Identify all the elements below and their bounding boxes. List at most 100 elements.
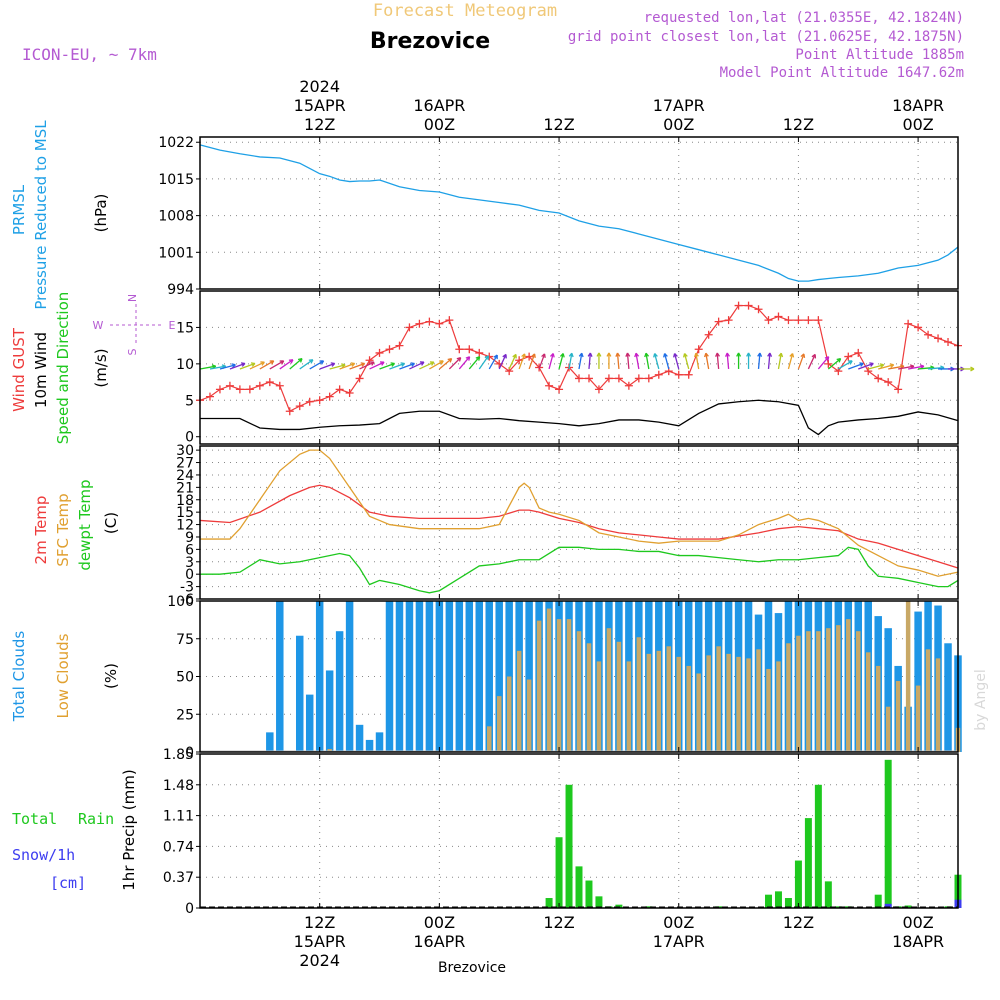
total-cloud-bar — [305, 694, 314, 752]
gust-marker — [604, 374, 613, 383]
low-cloud-bar — [885, 706, 891, 752]
low-cloud-bar — [526, 679, 532, 752]
model-altitude: Model Point Altitude 1647.62m — [720, 65, 964, 81]
y-tick-label: 100 — [167, 594, 194, 610]
wind-arrow — [548, 353, 554, 370]
gust-marker — [425, 317, 434, 326]
label-sfc-temp: SFC Temp — [54, 493, 72, 566]
low-cloud-bar — [576, 631, 582, 752]
wind-arrow-head — [439, 360, 444, 365]
wind-arrow — [209, 365, 226, 370]
wind-arrow-head — [848, 360, 853, 365]
wind-arrow-head — [308, 359, 314, 364]
low-cloud-bar — [566, 619, 572, 752]
time-label-bottom: 00Z — [902, 913, 933, 932]
wind-arrow-head — [767, 352, 773, 357]
wind-arrow-head — [419, 361, 425, 366]
wind-arrow — [508, 354, 517, 370]
label-wind-gust: Wind GUST — [10, 327, 28, 412]
wind-arrow — [389, 362, 405, 370]
wind-arrow-head — [673, 353, 678, 358]
time-label-top: 16APR — [413, 96, 465, 115]
wind-arrow — [635, 353, 640, 370]
total-cloud-bar — [325, 670, 334, 752]
y-tick-label: 1008 — [158, 209, 194, 225]
low-cloud-bar — [826, 628, 831, 752]
gust-marker — [654, 370, 663, 379]
point-altitude: Point Altitude 1885m — [795, 47, 964, 63]
wind-arrow — [787, 353, 794, 370]
wind-arrow-head — [380, 361, 385, 366]
wind-arrow — [429, 360, 444, 370]
gust-marker — [624, 381, 633, 390]
label-speed-direction: Speed and Direction — [54, 292, 72, 445]
low-cloud-bar — [756, 649, 761, 752]
y-tick-label: 6 — [185, 542, 194, 558]
total-cloud-bar — [385, 601, 394, 752]
gust-marker — [714, 317, 723, 326]
wind-arrow-head — [568, 352, 574, 358]
gust-marker — [555, 385, 564, 394]
wind-arrow — [878, 364, 894, 370]
time-label-top: 12Z — [304, 115, 335, 134]
wind-arrow-head — [578, 352, 584, 358]
wind-arrow — [588, 352, 592, 370]
wind-arrow-head — [736, 352, 742, 357]
wind-arrow — [868, 364, 884, 370]
low-cloud-bar — [696, 673, 701, 752]
wind-arrow — [645, 353, 650, 370]
gust-marker — [914, 323, 923, 332]
wind-arrow — [229, 362, 246, 370]
sfc-temp-line — [200, 449, 959, 577]
wind-arrow — [777, 353, 782, 370]
wind-arrow-head — [889, 363, 895, 369]
wind-arrow-head — [634, 352, 640, 358]
gust-marker — [614, 374, 623, 383]
gust-marker — [784, 316, 793, 325]
low-cloud-bar — [816, 631, 821, 752]
wind-arrow — [438, 358, 453, 370]
gust-marker — [884, 378, 893, 387]
wind-arrow — [898, 365, 915, 370]
gust-marker — [235, 385, 244, 394]
rain-bar — [814, 784, 822, 908]
gust-marker — [365, 356, 374, 365]
gust-marker — [764, 316, 773, 325]
low-cloud-bar — [746, 658, 751, 752]
rain-bar — [645, 906, 653, 908]
rain-bar — [824, 881, 832, 908]
gust-marker — [894, 385, 903, 394]
wind-arrow — [837, 360, 853, 370]
rain-bar — [595, 896, 603, 908]
wind-arrow-head — [493, 354, 498, 360]
gust-marker — [924, 330, 933, 339]
gust-marker — [594, 385, 603, 394]
wind-arrow-head — [531, 353, 536, 358]
gust-marker — [644, 374, 653, 383]
y-tick-label: 1.48 — [163, 778, 194, 794]
low-cloud-bar — [626, 661, 632, 752]
wind-arrow-head — [836, 358, 842, 363]
wind-arrow — [199, 365, 216, 370]
low-cloud-bar — [836, 625, 841, 752]
total-cloud-bar — [884, 628, 892, 752]
gust-marker — [355, 374, 364, 383]
wind-arrow — [888, 365, 905, 370]
time-label-bottom: 15APR — [294, 932, 346, 951]
gust-marker — [545, 381, 554, 390]
rain-bar — [615, 904, 623, 908]
snow-bar — [884, 903, 892, 908]
wind-arrow — [349, 362, 365, 370]
wind-arrow — [616, 352, 620, 370]
wind-arrow — [695, 353, 700, 370]
y-tick-label: 5 — [185, 393, 194, 409]
label-snow: Snow/1h — [12, 846, 75, 864]
wind-arrow-head — [559, 353, 565, 358]
y-tick-label: 12 — [176, 518, 194, 534]
gust-marker — [794, 316, 803, 325]
wind-arrow-head — [541, 353, 546, 358]
y-tick-label: -3 — [180, 580, 194, 596]
wind-arrow-head — [240, 362, 246, 367]
y-tick-label: 9 — [185, 530, 194, 546]
requested-coords: requested lon,lat (21.0355E, 42.1824N) — [644, 10, 964, 26]
